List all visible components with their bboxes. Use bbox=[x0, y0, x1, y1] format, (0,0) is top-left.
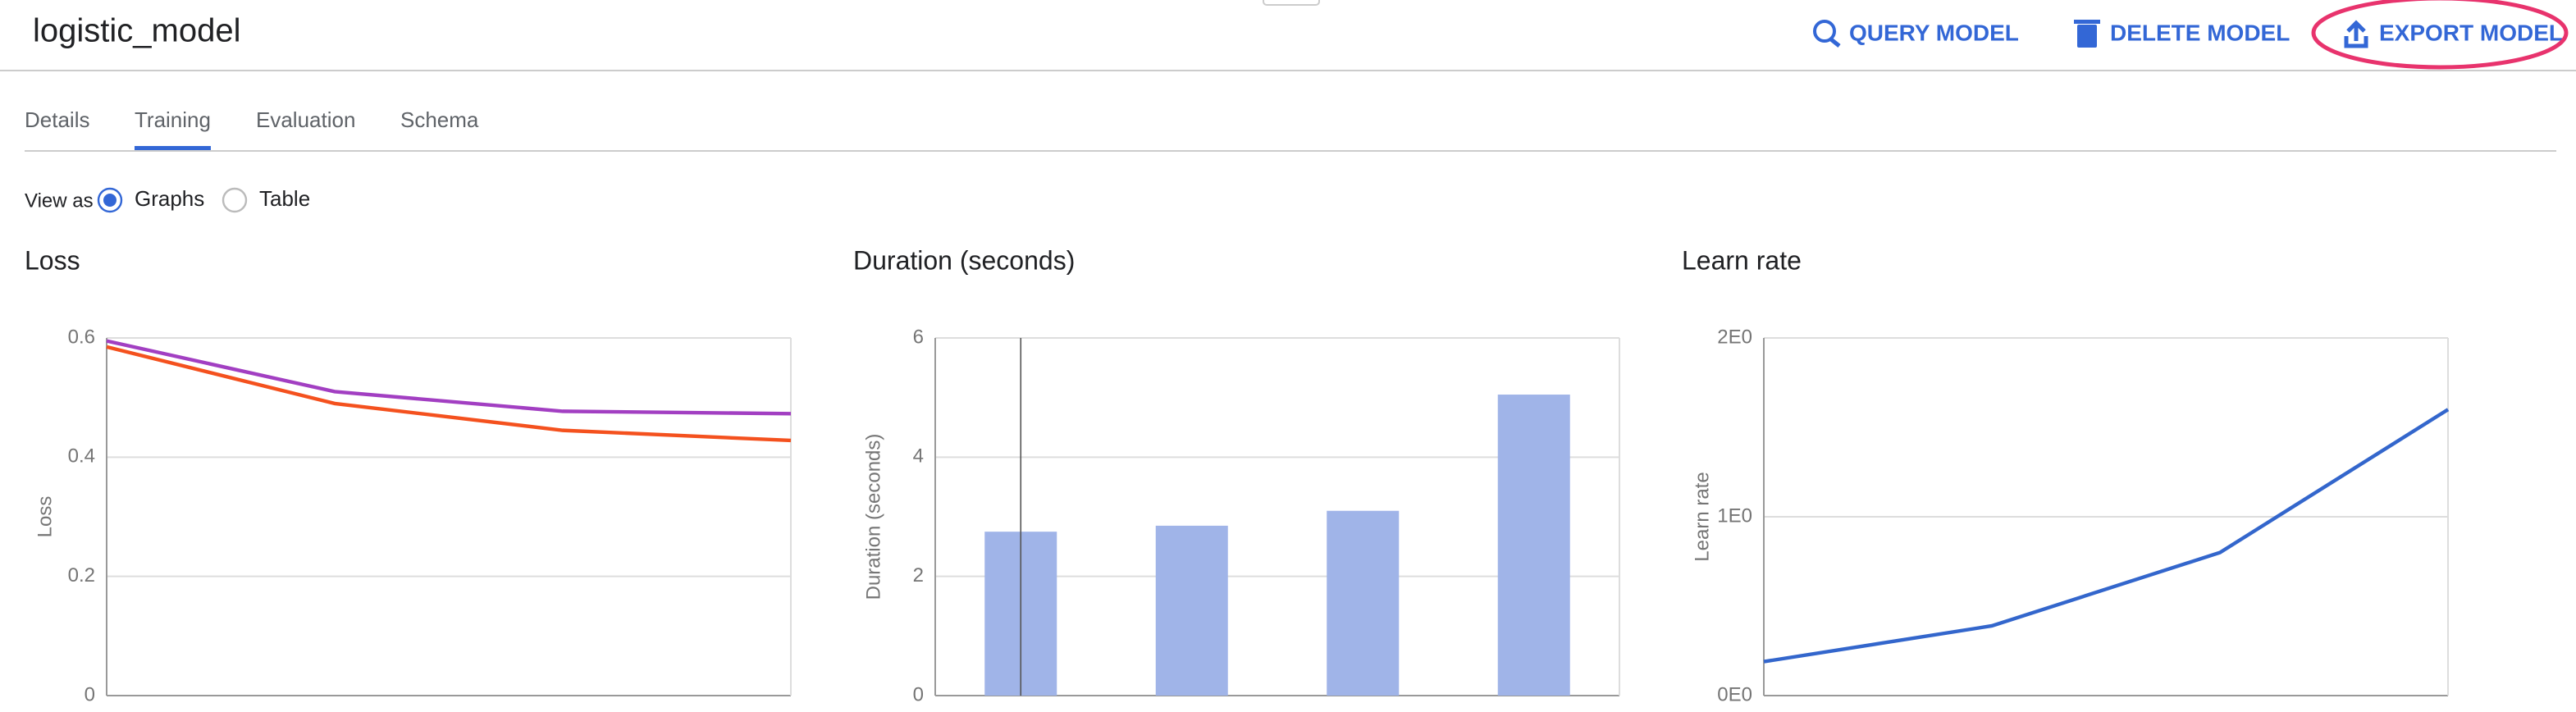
y-tick-label: 6 bbox=[913, 326, 924, 348]
radio-label: Graphs bbox=[135, 186, 204, 211]
series-line bbox=[106, 339, 792, 416]
delete-button[interactable]: DELETE MODEL bbox=[2074, 20, 2290, 48]
tab-underline bbox=[135, 146, 211, 150]
y-tick-label: 2E0 bbox=[1717, 326, 1752, 348]
delete-label: DELETE MODEL bbox=[2110, 20, 2290, 45]
model-title: logistic_model bbox=[33, 13, 240, 49]
radio[interactable] bbox=[222, 187, 248, 213]
radio-label: Table bbox=[259, 186, 310, 211]
delete-icon-lid bbox=[2074, 20, 2100, 24]
y-tick-label: 1E0 bbox=[1717, 504, 1752, 527]
tab[interactable]: Details bbox=[25, 107, 89, 132]
y-tick-label: 0.6 bbox=[68, 326, 95, 348]
y-tick-label: 0.2 bbox=[68, 564, 95, 586]
y-axis-label: Loss bbox=[34, 496, 56, 538]
tab-bar: Details Training Evaluation Schema bbox=[25, 107, 479, 150]
y-axis-label: Duration (seconds) bbox=[862, 434, 884, 600]
chart-title: Loss bbox=[25, 245, 80, 275]
export-label: EXPORT MODEL bbox=[2379, 20, 2563, 45]
delete-icon bbox=[2077, 25, 2097, 48]
export-icon bbox=[2344, 20, 2368, 48]
query-icon-handle bbox=[1829, 38, 1841, 48]
y-tick-label: 0.4 bbox=[68, 445, 95, 468]
query-icon bbox=[1813, 20, 1836, 43]
charts: Loss Loss 0 0.2 0.4 0.6 Duration (seconds) Dura… bbox=[25, 245, 2450, 705]
export-button[interactable]: EXPORT MODEL bbox=[2344, 20, 2563, 48]
chart-title: Learn rate bbox=[1682, 245, 1802, 275]
drag-handle[interactable] bbox=[1263, 0, 1320, 6]
y-tick-label: 0 bbox=[913, 683, 924, 705]
view-as-label: View as bbox=[25, 189, 94, 212]
tab[interactable]: Evaluation bbox=[256, 107, 355, 132]
tab[interactable]: Schema bbox=[400, 107, 479, 132]
y-tick-label: 4 bbox=[913, 445, 924, 468]
highlight-ellipse bbox=[2311, 0, 2569, 70]
y-axis-label: Learn rate bbox=[1691, 472, 1713, 561]
query-label: QUERY MODEL bbox=[1849, 20, 2019, 45]
bar bbox=[1155, 525, 1228, 696]
y-tick-label: 0E0 bbox=[1717, 683, 1752, 705]
view-as: View as Graphs Table bbox=[25, 186, 310, 213]
y-tick-label: 0 bbox=[84, 683, 95, 705]
series-line bbox=[106, 345, 792, 443]
bar bbox=[1497, 395, 1570, 696]
bar bbox=[1327, 510, 1400, 696]
tab[interactable]: Training bbox=[135, 107, 211, 132]
y-tick-label: 2 bbox=[913, 564, 924, 586]
series-line bbox=[1763, 408, 2450, 664]
query-button[interactable]: QUERY MODEL bbox=[1813, 20, 2019, 48]
chart-title: Duration (seconds) bbox=[853, 245, 1075, 275]
radio-dot bbox=[103, 194, 116, 207]
